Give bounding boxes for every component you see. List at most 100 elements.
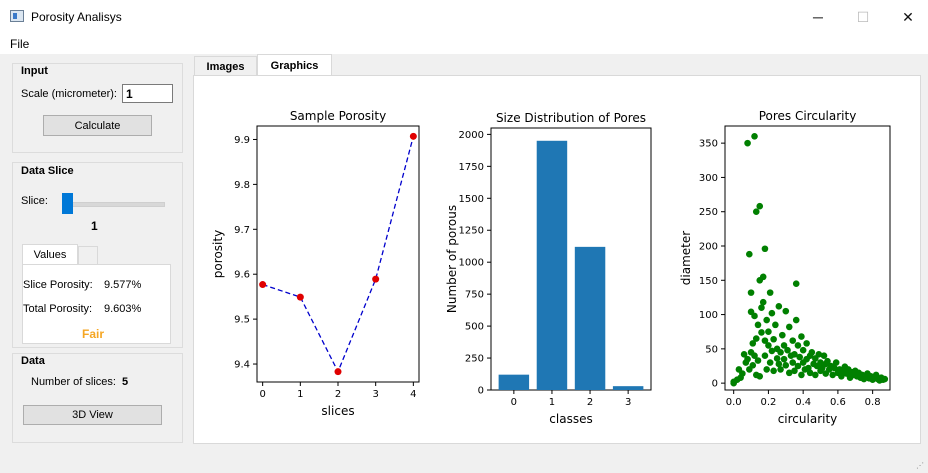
scatter-point xyxy=(791,351,798,358)
y-tick-label: 350 xyxy=(699,139,718,150)
scatter-point xyxy=(770,367,777,375)
x-tick-label: 0 xyxy=(259,389,265,400)
y-tick-label: 0 xyxy=(478,386,484,397)
scatter-point xyxy=(763,316,770,324)
tab-unnamed[interactable] xyxy=(78,246,98,264)
scatter-point xyxy=(754,357,762,364)
chart-title: Size Distribution of Pores xyxy=(496,111,646,125)
x-axis-label: classes xyxy=(549,412,592,426)
y-tick-label: 500 xyxy=(465,322,484,333)
scatter-point xyxy=(768,309,776,317)
scatter-point xyxy=(815,351,823,358)
scatter-point xyxy=(775,360,783,368)
scatter-point xyxy=(796,353,803,361)
scatter-point xyxy=(817,359,824,366)
resize-grip[interactable]: ⋰ xyxy=(916,461,924,470)
tab-values[interactable]: Values xyxy=(22,244,78,265)
menu-bar xyxy=(0,34,928,54)
x-tick-label: 0.2 xyxy=(760,397,776,408)
y-tick-label: 9.9 xyxy=(234,135,250,146)
scale-input[interactable]: 1 xyxy=(122,84,173,103)
y-tick-label: 150 xyxy=(699,276,718,287)
pores-circularity-chart: Pores Circularity circularity diameter 0 50 1… xyxy=(679,109,891,426)
maximize-button[interactable]: ☐ xyxy=(856,8,870,25)
data-point xyxy=(259,281,267,289)
scatter-point xyxy=(758,329,765,336)
tab-images[interactable]: Images xyxy=(194,56,257,76)
scatter-point xyxy=(881,375,889,383)
scatter-point xyxy=(751,132,758,140)
plot-frame xyxy=(490,127,652,391)
scatter-point xyxy=(792,316,800,324)
calculate-button[interactable]: Calculate xyxy=(43,115,152,136)
app-window-icon xyxy=(10,10,24,22)
x-axis-label: slices xyxy=(321,404,354,418)
scatter-point xyxy=(751,312,758,320)
scatter-point xyxy=(756,202,764,210)
scatter-point xyxy=(746,250,753,258)
minimize-button[interactable]: ─ xyxy=(813,9,823,25)
scatter-point xyxy=(761,352,769,360)
plot-frame xyxy=(256,125,420,383)
x-tick-label: 0 xyxy=(511,397,517,408)
menu-file[interactable]: File xyxy=(10,37,30,51)
scatter-point xyxy=(791,367,798,375)
total-porosity-value: 9.603% xyxy=(104,303,142,315)
scatter-point xyxy=(785,323,793,331)
scale-label: Scale (micrometer): xyxy=(21,88,117,100)
y-axis-label: Number of porous xyxy=(445,205,459,313)
scatter-point xyxy=(785,369,793,377)
scatter-point xyxy=(739,370,746,377)
y-tick-label: 9.5 xyxy=(234,315,250,326)
data-group xyxy=(12,353,183,443)
close-button[interactable]: ✕ xyxy=(902,8,914,25)
data-slice-title: Data Slice xyxy=(21,165,74,177)
y-tick-label: 750 xyxy=(465,290,484,301)
input-group xyxy=(12,63,183,153)
3d-view-button[interactable]: 3D View xyxy=(23,405,162,425)
y-tick-label: 50 xyxy=(705,344,718,355)
chart-title: Pores Circularity xyxy=(759,109,857,123)
scatter-point xyxy=(789,359,797,366)
slice-slider-thumb[interactable] xyxy=(62,193,73,214)
scatter-point xyxy=(749,362,757,369)
scatter-point xyxy=(761,337,769,344)
y-tick-label: 1500 xyxy=(459,194,484,205)
chart-title: Sample Porosity xyxy=(290,109,386,123)
scatter-point xyxy=(812,371,819,379)
y-tick-label: 250 xyxy=(699,207,718,218)
scatter-point xyxy=(740,351,748,358)
data-slice-group xyxy=(12,162,183,348)
y-tick-label: 1250 xyxy=(459,226,484,237)
slice-slider-track[interactable] xyxy=(62,202,165,207)
x-tick-label: 2 xyxy=(335,389,341,400)
x-tick-label: 0.0 xyxy=(726,397,742,408)
scatter-point xyxy=(799,346,807,354)
x-tick-label: 3 xyxy=(372,389,378,400)
x-tick-label: 2 xyxy=(587,397,593,408)
scatter-point xyxy=(798,333,805,340)
tab-graphics[interactable]: Graphics xyxy=(257,54,332,76)
title-bar xyxy=(0,0,928,34)
y-tick-label: 200 xyxy=(699,242,718,253)
y-tick-label: 1750 xyxy=(459,162,484,173)
x-tick-label: 3 xyxy=(625,397,631,408)
y-tick-label: 300 xyxy=(699,173,718,184)
bar xyxy=(612,386,644,390)
scatter-point xyxy=(789,337,797,344)
x-tick-label: 0.8 xyxy=(865,397,881,408)
scatter-point xyxy=(798,371,805,379)
scatter-point xyxy=(780,355,788,363)
scatter-point xyxy=(820,352,828,360)
scatter-point xyxy=(758,304,765,312)
scatter-point xyxy=(803,340,810,347)
slice-label: Slice: xyxy=(21,195,48,207)
sample-porosity-chart: Sample Porosity slices porosity 9.4 9.5 9.6 9.… xyxy=(211,109,420,418)
bar xyxy=(574,246,606,390)
scatter-point xyxy=(747,289,755,296)
window-title: Porosity Analisys xyxy=(31,10,122,24)
scatter-point xyxy=(744,355,751,363)
x-tick-label: 1 xyxy=(549,397,555,408)
y-tick-label: 1000 xyxy=(459,258,484,269)
scatter-point xyxy=(749,340,757,347)
